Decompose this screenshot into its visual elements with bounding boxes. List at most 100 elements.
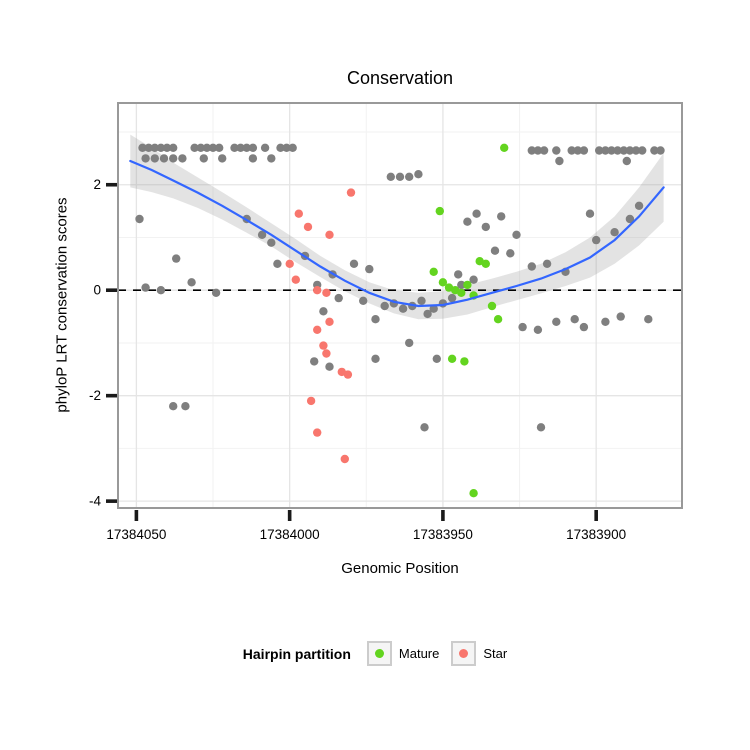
data-point-unpartitioned <box>267 154 276 163</box>
data-point-unpartitioned <box>638 146 647 155</box>
data-point-mature <box>457 288 466 297</box>
data-point-star <box>322 349 331 358</box>
data-point-unpartitioned <box>527 146 536 155</box>
data-point-mature <box>435 206 444 216</box>
y-axis-tick <box>106 393 117 398</box>
data-point-unpartitioned <box>282 143 291 152</box>
data-point-unpartitioned <box>310 357 319 366</box>
data-point-unpartitioned <box>579 322 589 332</box>
data-point-star <box>306 396 316 406</box>
data-point-mature <box>429 267 438 276</box>
data-point-unpartitioned <box>144 143 153 152</box>
data-point-unpartitioned <box>585 209 595 218</box>
data-point-unpartitioned <box>242 143 251 152</box>
data-point-unpartitioned <box>622 156 631 166</box>
data-point-unpartitioned <box>211 288 221 297</box>
data-point-mature <box>447 354 457 363</box>
y-axis-tick <box>106 288 117 293</box>
data-point-unpartitioned <box>447 293 457 303</box>
legend-key-box-mature <box>366 641 392 666</box>
data-point-unpartitioned <box>625 146 635 155</box>
data-point-unpartitioned <box>371 354 380 363</box>
data-point-unpartitioned <box>417 296 426 305</box>
data-point-unpartitioned <box>506 249 515 258</box>
data-point-unpartitioned <box>595 146 604 155</box>
legend-item-label-mature: Mature <box>398 646 440 661</box>
data-point-unpartitioned <box>398 304 408 313</box>
data-point-unpartitioned <box>199 154 208 163</box>
x-axis-tick <box>134 510 139 521</box>
data-point-unpartitioned <box>172 254 181 263</box>
data-point-unpartitioned <box>334 293 343 303</box>
data-point-unpartitioned <box>319 307 328 316</box>
data-point-unpartitioned <box>631 146 641 155</box>
data-point-unpartitioned <box>570 315 579 324</box>
data-point-unpartitioned <box>469 275 478 284</box>
y-tick-label: -2 <box>89 388 101 403</box>
data-point-mature <box>500 143 509 152</box>
data-point-unpartitioned <box>150 143 159 152</box>
data-point-unpartitioned <box>644 315 653 324</box>
legend-item-star: Star <box>451 641 507 666</box>
data-point-unpartitioned <box>533 325 543 334</box>
data-point-unpartitioned <box>472 209 481 218</box>
data-point-unpartitioned <box>414 170 423 179</box>
data-point-unpartitioned <box>141 154 150 163</box>
data-point-unpartitioned <box>365 264 374 274</box>
data-point-unpartitioned <box>420 423 429 432</box>
y-axis-tick <box>106 182 117 187</box>
data-point-unpartitioned <box>405 338 414 348</box>
data-point-unpartitioned <box>490 246 500 255</box>
legend-item-mature: Mature <box>366 641 440 666</box>
smooth-line <box>129 159 665 308</box>
data-point-mature <box>460 357 469 366</box>
data-point-star <box>346 188 356 197</box>
data-point-unpartitioned <box>386 172 395 181</box>
data-point-unpartitioned <box>533 146 543 155</box>
y-tick-label: 2 <box>93 177 101 192</box>
data-point-unpartitioned <box>616 312 625 321</box>
data-point-mature <box>487 301 497 311</box>
data-point-unpartitioned <box>463 217 472 226</box>
data-point-unpartitioned <box>512 230 521 239</box>
data-point-star <box>303 222 313 232</box>
data-point-mature <box>463 280 472 290</box>
data-point-unpartitioned <box>634 201 644 210</box>
data-point-unpartitioned <box>542 259 552 268</box>
data-point-unpartitioned <box>208 143 218 152</box>
data-point-star <box>340 454 349 464</box>
data-point-star <box>325 317 334 326</box>
data-point-unpartitioned <box>169 143 178 152</box>
data-point-unpartitioned <box>380 301 389 311</box>
data-point-star <box>291 275 300 284</box>
data-point-unpartitioned <box>169 154 178 163</box>
data-point-unpartitioned <box>187 278 196 287</box>
data-point-unpartitioned <box>248 143 258 152</box>
data-point-unpartitioned <box>579 146 589 155</box>
data-point-unpartitioned <box>349 259 359 268</box>
data-point-unpartitioned <box>552 146 561 155</box>
data-point-unpartitioned <box>181 402 190 411</box>
data-point-unpartitioned <box>423 309 432 319</box>
data-point-unpartitioned <box>156 143 166 152</box>
data-point-unpartitioned <box>395 172 405 181</box>
data-point-mature <box>438 278 448 287</box>
data-point-unpartitioned <box>457 280 466 290</box>
data-point-unpartitioned <box>159 154 169 163</box>
data-point-unpartitioned <box>276 143 285 152</box>
chart-title: Conservation <box>346 68 454 88</box>
data-point-unpartitioned <box>138 143 147 152</box>
legend-key-box-star <box>451 641 477 666</box>
data-point-unpartitioned <box>518 322 527 332</box>
data-point-unpartitioned <box>481 222 490 232</box>
data-point-star <box>343 370 353 379</box>
data-point-unpartitioned <box>567 146 576 155</box>
y-tick-label: 0 <box>93 283 101 298</box>
panel-border <box>117 102 683 509</box>
confidence-ribbon <box>130 134 664 320</box>
data-point-unpartitioned <box>607 146 616 155</box>
data-point-unpartitioned <box>536 423 546 432</box>
data-point-unpartitioned <box>610 228 619 237</box>
data-point-unpartitioned <box>650 146 659 155</box>
